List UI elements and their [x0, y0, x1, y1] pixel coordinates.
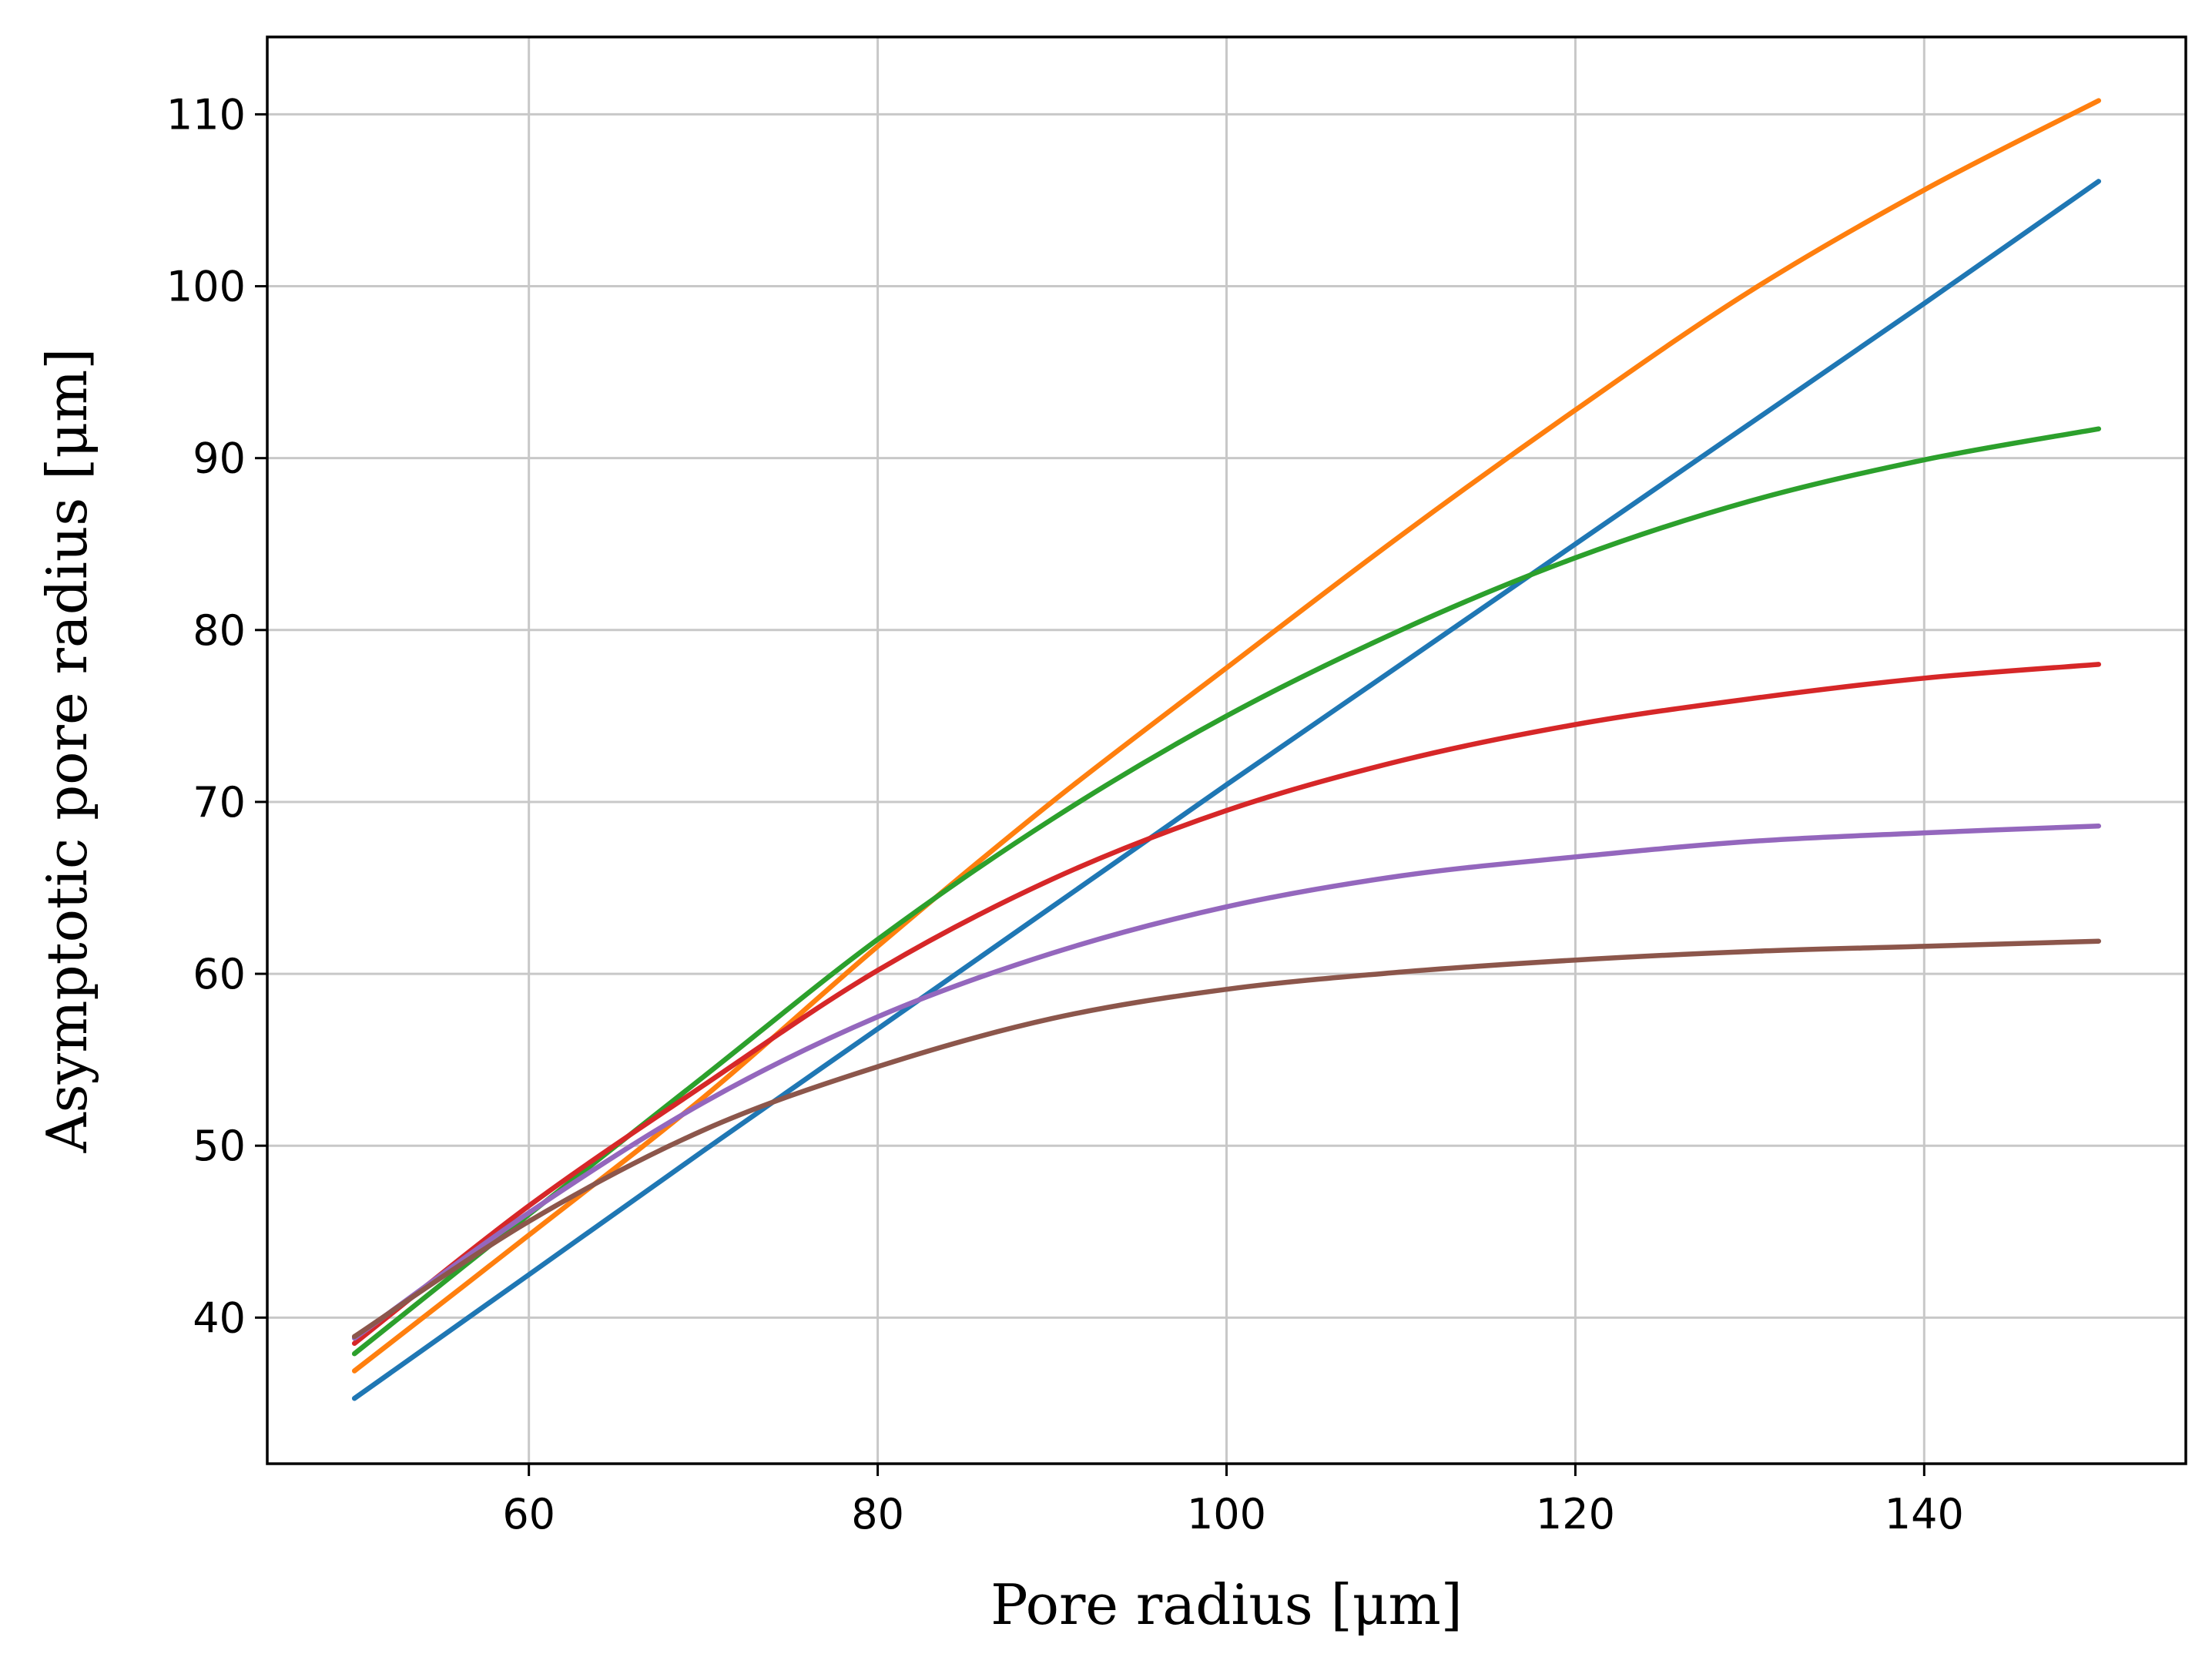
- x-tick-label-80: 80: [851, 1490, 904, 1538]
- x-tick-label-140: 140: [1885, 1490, 1964, 1538]
- y-tick-label-40: 40: [193, 1293, 246, 1342]
- series-line-purple: [351, 823, 2102, 1341]
- y-tick-label-100: 100: [166, 263, 246, 311]
- x-tick-label-120: 120: [1536, 1490, 1615, 1538]
- series-line-orange: [351, 98, 2102, 1374]
- x-axis-label: Pore radius [μm]: [990, 1572, 1463, 1637]
- series-layer: [351, 98, 2102, 1401]
- y-axis-label: Asymptotic pore radius [μm]: [35, 348, 99, 1154]
- series-line-blue: [351, 179, 2102, 1401]
- y-tick-label-50: 50: [193, 1122, 246, 1170]
- series-line-brown: [351, 938, 2102, 1340]
- y-tick-label-60: 60: [193, 950, 246, 998]
- y-tick-label-70: 70: [193, 778, 246, 827]
- series-line-red: [351, 662, 2102, 1347]
- grid-layer: [267, 37, 2186, 1464]
- x-tick-label-60: 60: [502, 1490, 555, 1538]
- tick-layer: 60 80 100 120 140 40 50 60 70 80 90 100 110: [166, 90, 1964, 1538]
- y-tick-label-80: 80: [193, 606, 246, 655]
- y-tick-label-110: 110: [166, 90, 246, 139]
- x-tick-label-100: 100: [1187, 1490, 1266, 1538]
- y-tick-label-90: 90: [193, 434, 246, 483]
